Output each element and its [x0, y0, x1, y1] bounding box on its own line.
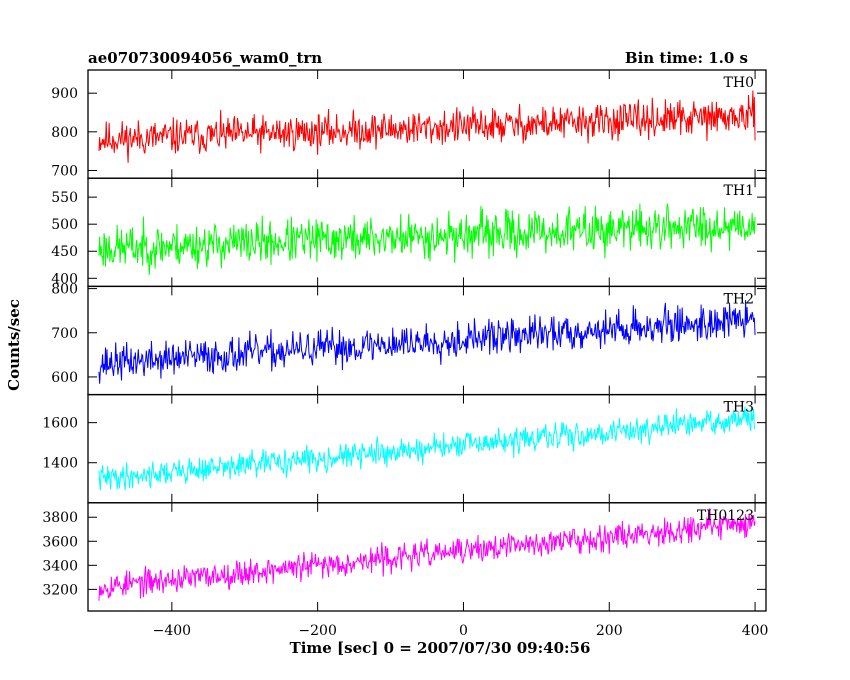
panel-th0: 700 800 900 TH0	[51, 69, 767, 179]
y-tick-label: 1600	[42, 416, 78, 432]
series-line-th0	[98, 90, 756, 163]
y-tick-label: 3600	[42, 534, 78, 550]
x-tick-label: 400	[742, 623, 769, 639]
panel-th2: 600 700 800 TH2	[51, 282, 767, 396]
y-tick-label: 500	[51, 217, 78, 233]
chart-title: ae070730094056_wam0_trn	[88, 49, 322, 67]
panel-th1: 400 450 500 550 TH1	[51, 177, 767, 287]
series-line-th2	[98, 299, 756, 384]
y-tick-label: 800	[51, 282, 78, 298]
panel-frame	[87, 502, 767, 612]
x-tick-label: 0	[459, 623, 468, 639]
panel-name-th0123: TH0123	[697, 508, 754, 524]
panel-name-th1: TH1	[724, 183, 754, 199]
y-tick-label: 450	[51, 244, 78, 260]
series-line-th1	[98, 203, 756, 276]
panel-th0123: 3200 3400 3600 3800 TH0123	[42, 502, 767, 612]
x-axis-label: Time [sec] 0 = 2007/07/30 09:40:56	[290, 639, 591, 657]
y-tick-label: 3400	[42, 558, 78, 574]
x-tick-label: −200	[298, 623, 336, 639]
x-tick-label: −400	[153, 623, 191, 639]
bin-time-label: Bin time: 1.0 s	[625, 49, 748, 67]
panel-th3: 1400 1600 TH3	[42, 393, 767, 504]
x-tick-label: 200	[596, 623, 623, 639]
y-tick-label: 1400	[42, 456, 78, 472]
y-tick-label: 600	[51, 370, 78, 386]
y-tick-label: 550	[51, 190, 78, 206]
panel-name-th3: TH3	[724, 400, 754, 416]
y-tick-label: 400	[51, 271, 78, 287]
y-tick-label: 800	[51, 125, 78, 141]
y-tick-label: 700	[51, 163, 78, 179]
y-tick-label: 700	[51, 326, 78, 342]
y-tick-label: 900	[51, 86, 78, 102]
y-axis-label: Counts/sec	[5, 299, 23, 391]
series-line-th0123	[98, 508, 756, 601]
panel-name-th0: TH0	[724, 75, 754, 91]
y-tick-label: 3200	[42, 582, 78, 598]
series-line-th3	[98, 406, 756, 491]
y-tick-label: 3800	[42, 510, 78, 526]
panel-name-th2: TH2	[724, 291, 754, 307]
panels-group: 700 800 900 TH0 400 450 500 550 TH1 600 700 800 TH2 1…	[42, 69, 769, 639]
